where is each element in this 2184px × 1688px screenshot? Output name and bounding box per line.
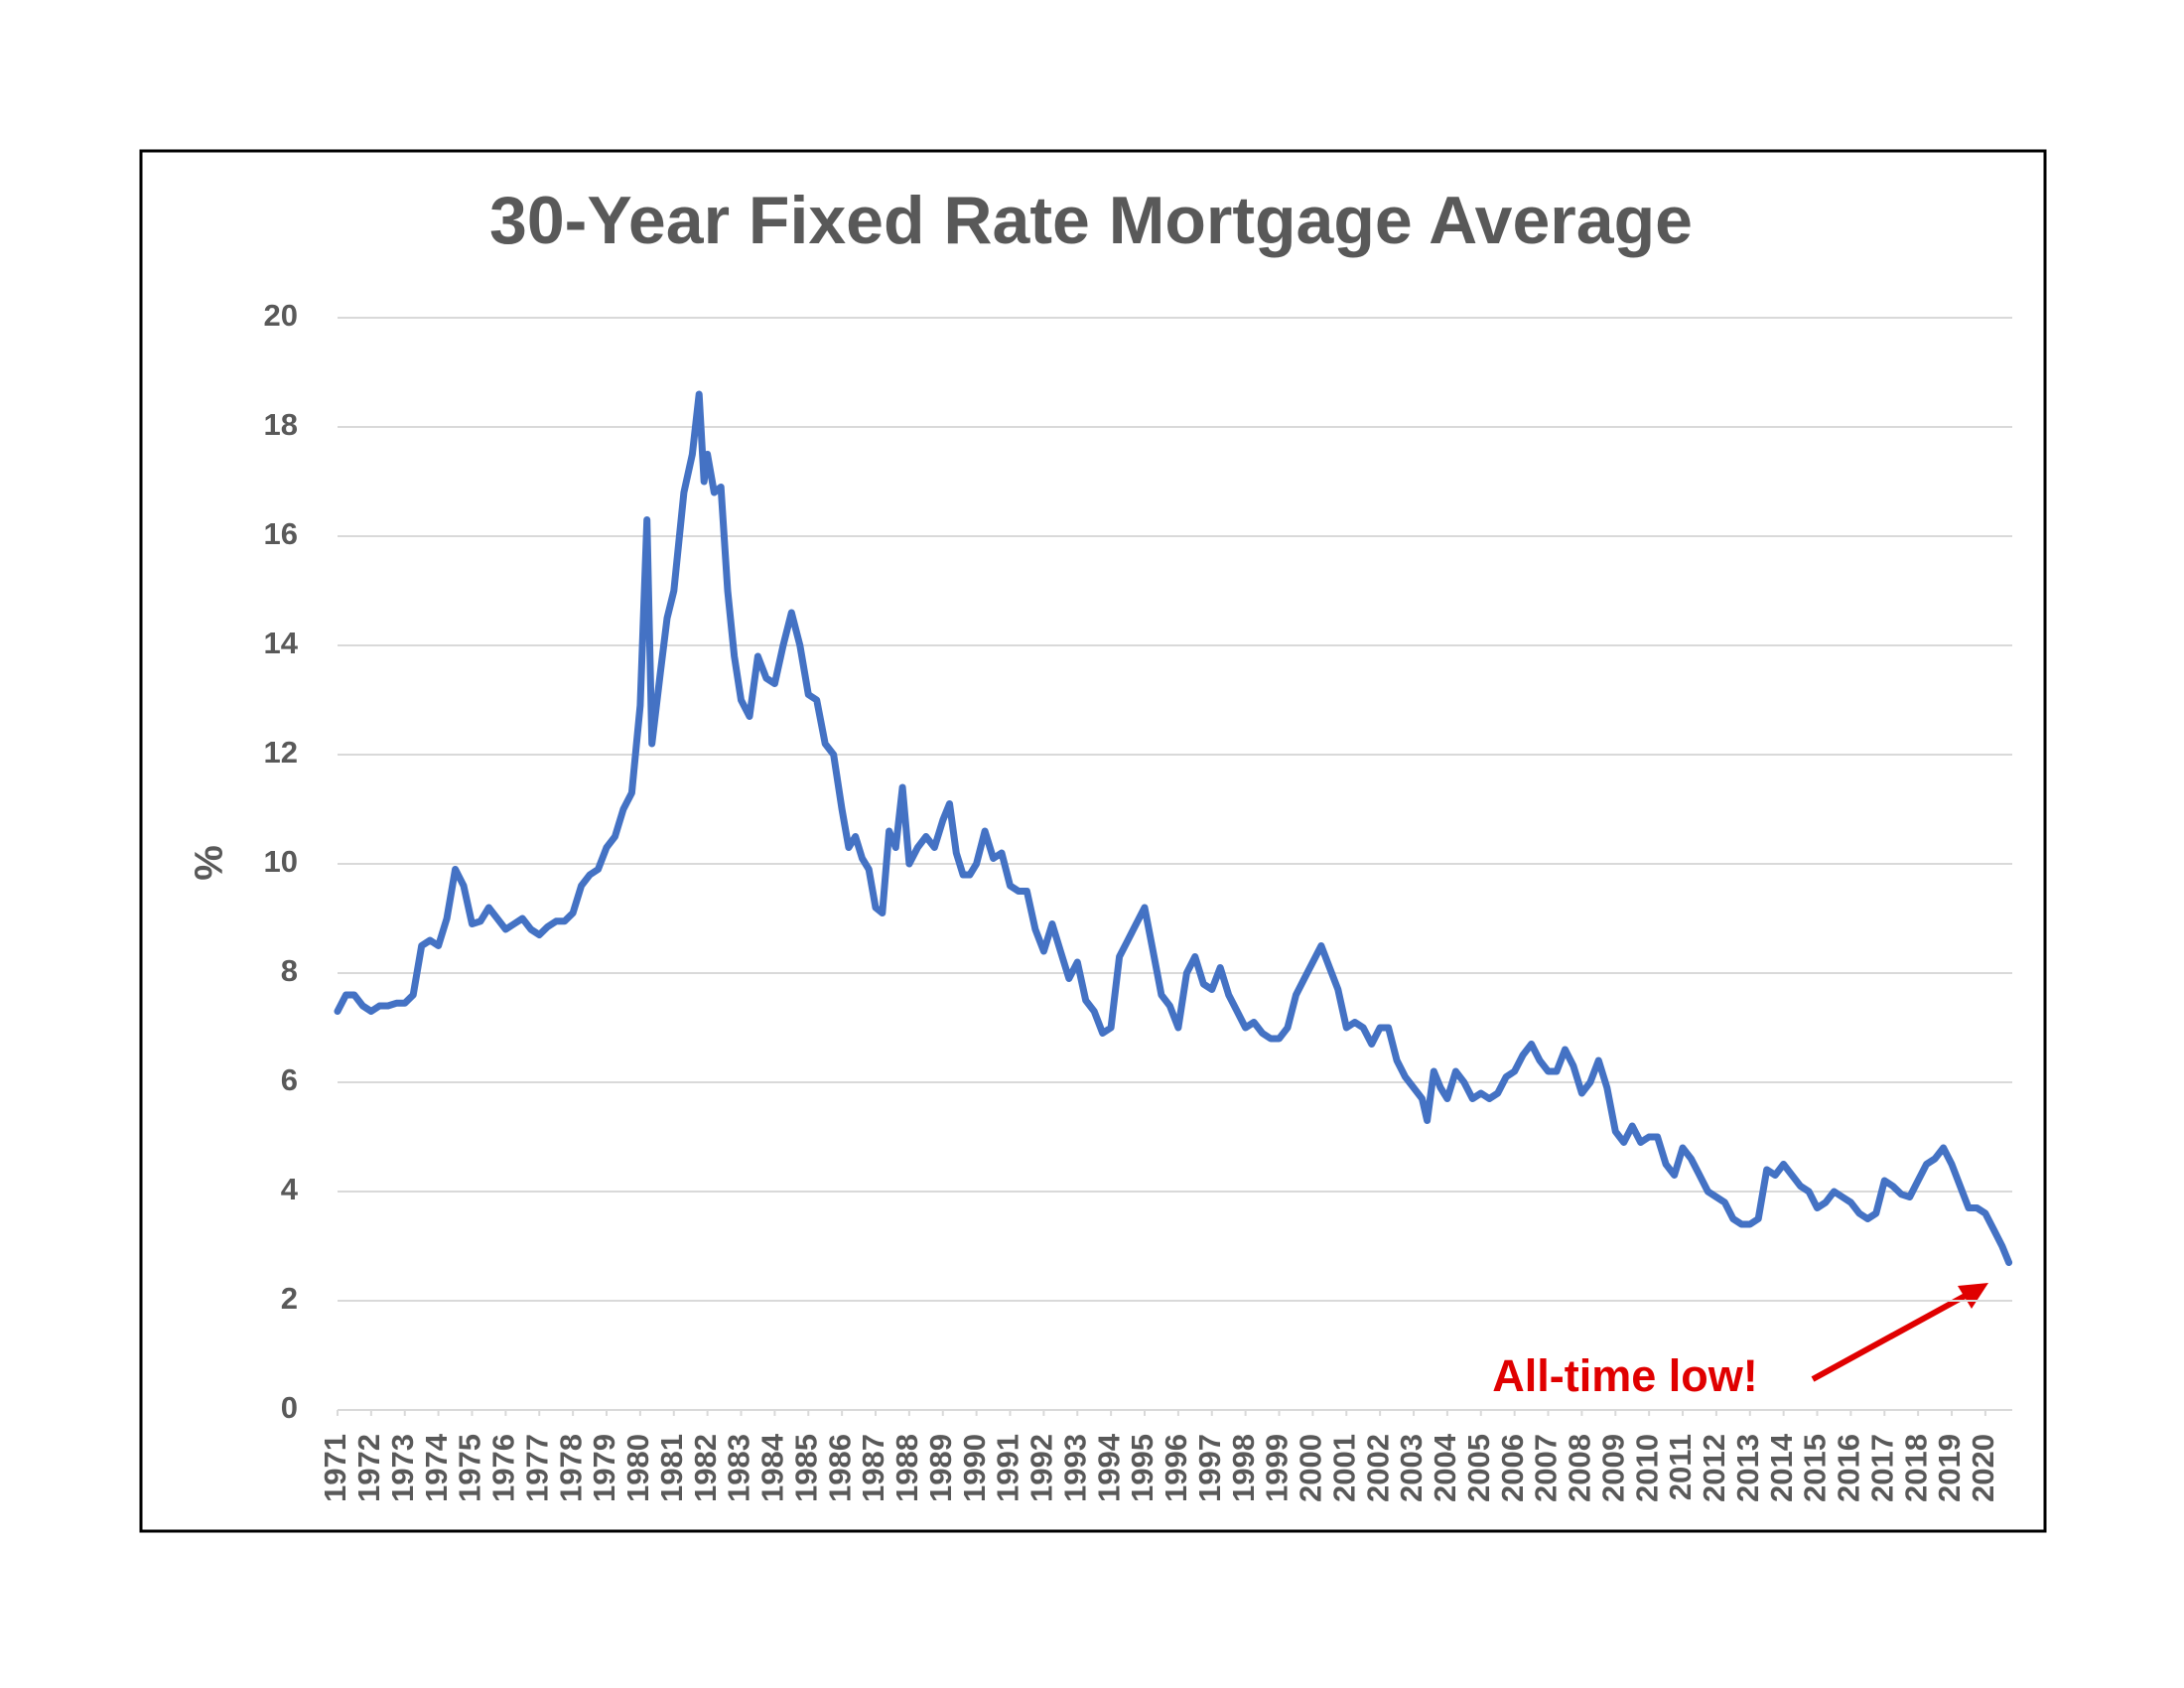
- x-tick-label: 2019: [1932, 1434, 1967, 1502]
- x-tick-label: 1986: [822, 1434, 857, 1502]
- x-tick-label: 1987: [856, 1434, 890, 1502]
- y-axis-label: %: [188, 845, 231, 881]
- annotation-arrowhead: [1958, 1283, 1988, 1309]
- x-tick-label: 2008: [1563, 1434, 1597, 1502]
- x-tick-label: 2014: [1764, 1433, 1799, 1502]
- x-tick-label: 2020: [1966, 1434, 2000, 1502]
- y-tick-label: 4: [281, 1172, 299, 1206]
- y-tick-label: 6: [281, 1062, 298, 1097]
- x-tick-label: 1977: [519, 1434, 554, 1502]
- x-tick-label: 1972: [351, 1434, 386, 1502]
- y-tick-label: 12: [264, 735, 298, 770]
- x-tick-label: 2015: [1798, 1434, 1833, 1502]
- x-tick-label: 2006: [1495, 1434, 1530, 1502]
- x-tick-label: 1984: [755, 1433, 790, 1502]
- x-tick-label: 1985: [788, 1434, 823, 1502]
- x-tick-label: 2004: [1428, 1433, 1462, 1502]
- x-tick-label: 1974: [419, 1433, 454, 1502]
- x-tick-label: 1976: [486, 1434, 521, 1502]
- x-tick-label: 2003: [1394, 1434, 1429, 1502]
- x-tick-label: 1991: [991, 1434, 1025, 1502]
- x-tick-label: 1992: [1024, 1434, 1059, 1502]
- x-tick-label: 2002: [1360, 1434, 1395, 1502]
- y-tick-label: 16: [264, 516, 298, 551]
- x-tick-label: 2016: [1832, 1434, 1866, 1502]
- x-tick-label: 1979: [587, 1434, 621, 1502]
- chart-title: 30-Year Fixed Rate Mortgage Average: [489, 183, 1693, 258]
- y-tick-label: 20: [264, 298, 298, 333]
- x-tick-label: 1995: [1125, 1434, 1160, 1502]
- chart-border: [139, 149, 2047, 1533]
- y-tick-label: 8: [281, 953, 298, 988]
- x-tick-label: 1978: [553, 1434, 588, 1502]
- plot-area: [334, 390, 2013, 1266]
- x-tick-label: 1981: [654, 1434, 689, 1502]
- x-tick-label: 1999: [1260, 1434, 1295, 1502]
- x-tick-label: 1994: [1091, 1433, 1126, 1502]
- x-tick-label: 1989: [923, 1434, 958, 1502]
- y-tick-label: 18: [264, 407, 298, 442]
- x-tick-label: 1983: [722, 1434, 756, 1502]
- x-tick-label: 1988: [889, 1434, 924, 1502]
- x-tick-label: 2012: [1697, 1434, 1731, 1502]
- annotation-arrow: [1811, 1290, 1973, 1382]
- x-tick-label: 1973: [385, 1434, 420, 1502]
- x-tick-label: 2009: [1595, 1434, 1630, 1502]
- x-tick-label: 1997: [1192, 1434, 1227, 1502]
- x-tick-label: 1971: [318, 1434, 352, 1502]
- x-tick-label: 2000: [1294, 1434, 1328, 1502]
- x-tick-label: 1996: [1159, 1434, 1193, 1502]
- x-tick-label: 2010: [1629, 1434, 1664, 1502]
- grid: [337, 317, 2012, 1416]
- y-tick-label: 10: [264, 844, 298, 879]
- x-tick-label: 2001: [1326, 1434, 1361, 1502]
- x-tick-label: 2007: [1529, 1434, 1564, 1502]
- y-tick-label: 0: [281, 1390, 298, 1425]
- x-tick-label: 1993: [1057, 1434, 1092, 1502]
- x-tick-label: 1998: [1226, 1434, 1261, 1502]
- x-tick-label: 2013: [1730, 1434, 1765, 1502]
- x-tick-label: 2005: [1461, 1434, 1496, 1502]
- data-line: [334, 390, 2013, 1266]
- x-tick-label: 2017: [1864, 1434, 1899, 1502]
- x-tick-label: 1990: [957, 1434, 992, 1502]
- x-tick-label: 1980: [620, 1434, 655, 1502]
- y-tick-label: 14: [264, 626, 299, 660]
- x-tick-label: 1982: [688, 1434, 723, 1502]
- x-tick-label: 2018: [1898, 1434, 1933, 1502]
- annotation: All-time low!: [1492, 1350, 1758, 1401]
- x-tick-label: 2011: [1663, 1434, 1698, 1500]
- x-tick-label: 1975: [453, 1434, 487, 1502]
- y-tick-label: 2: [281, 1281, 298, 1316]
